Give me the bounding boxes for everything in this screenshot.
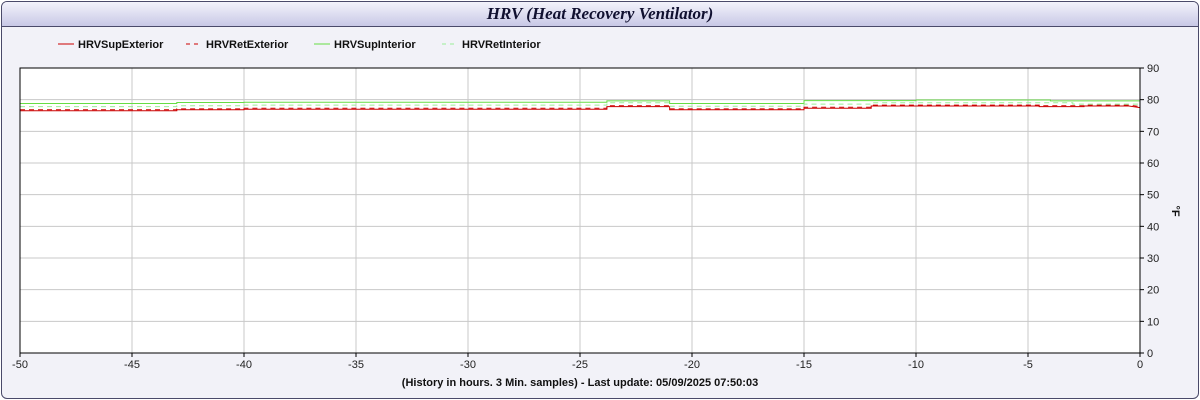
y-tick-label: 80: [1147, 95, 1159, 107]
legend-label: HRVRetExterior: [206, 39, 289, 51]
x-tick-label: -25: [572, 359, 588, 371]
y-tick-label: 40: [1147, 221, 1159, 233]
legend-label: HRVSupInterior: [334, 39, 416, 51]
y-tick-label: 90: [1147, 63, 1159, 75]
x-tick-label: -50: [12, 359, 28, 371]
y-tick-label: 30: [1147, 253, 1159, 265]
y-tick-label: 50: [1147, 190, 1159, 202]
series-layer: [20, 99, 1141, 112]
y-tick-label: 20: [1147, 285, 1159, 297]
series-line-HRVSupInterior: [20, 99, 1140, 104]
x-tick-label: -15: [796, 359, 812, 371]
x-tick-label: -40: [236, 359, 252, 371]
x-tick-label: -35: [348, 359, 364, 371]
legend: HRVSupExterior HRVRetExterior HRVSupInteri…: [58, 39, 541, 51]
series-line-HRVRetInterior: [20, 102, 1140, 108]
x-tick-label: -10: [908, 359, 924, 371]
legend-label: HRVRetInterior: [462, 39, 541, 51]
legend-label: HRVSupExterior: [78, 39, 164, 51]
series-line-HRVSupExterior: [20, 105, 1141, 112]
y-axis-unit-label: °F: [1169, 205, 1181, 216]
x-tick-label: -20: [684, 359, 700, 371]
y-tick-label: 10: [1147, 316, 1159, 328]
x-axis-label: (History in hours. 3 Min. samples) - Las…: [402, 377, 758, 389]
y-tick-label: 0: [1147, 348, 1153, 360]
x-tick-label: 0: [1137, 359, 1143, 371]
x-tick-label: -30: [460, 359, 476, 371]
y-tick-label: 60: [1147, 158, 1159, 170]
series-line-HRVRetExterior: [20, 104, 1141, 111]
x-tick-label: -5: [1023, 359, 1033, 371]
y-tick-label: 70: [1147, 126, 1159, 138]
chart-title: HRV (Heat Recovery Ventilator): [2, 2, 1198, 27]
tick-layer: -50 -45 -40 -35 -30 -25 -20 -15 -10 -5 00102030405…: [12, 63, 1159, 371]
x-tick-label: -45: [124, 359, 140, 371]
